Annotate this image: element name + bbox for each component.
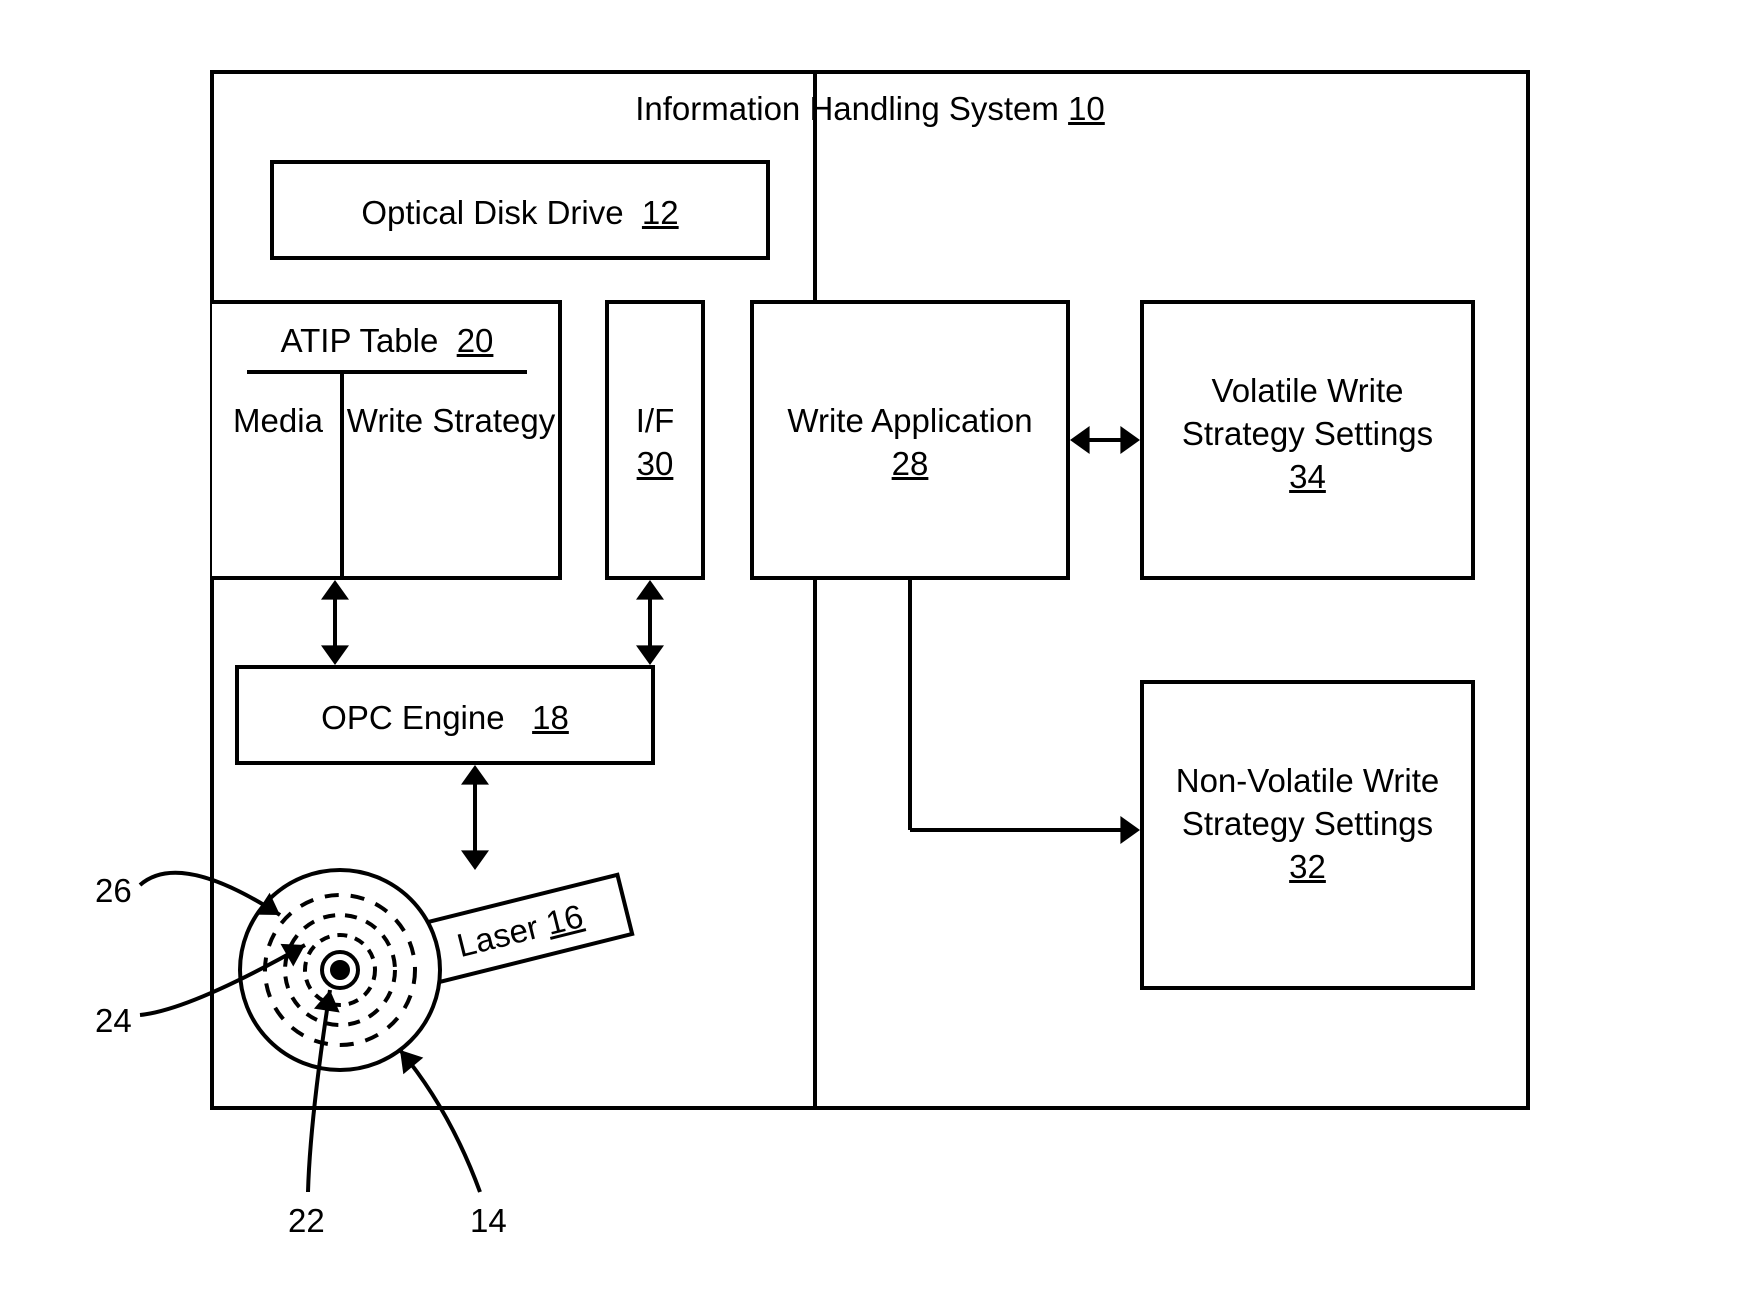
atip-col1: Media bbox=[216, 400, 340, 443]
callout-24: 24 bbox=[95, 1000, 132, 1043]
if-label: I/F30 bbox=[605, 400, 705, 486]
atip-title: ATIP Table 20 bbox=[222, 320, 552, 363]
callout-22: 22 bbox=[288, 1200, 325, 1243]
write-app-label: Write Application28 bbox=[760, 400, 1060, 486]
callout-26: 26 bbox=[95, 870, 132, 913]
atip-col2: Write Strategy bbox=[344, 400, 558, 443]
opc-label: OPC Engine 18 bbox=[235, 697, 655, 740]
callout-14: 14 bbox=[470, 1200, 507, 1243]
optical-drive-label: Optical Disk Drive 12 bbox=[270, 192, 770, 235]
nonvolatile-label: Non-Volatile Write Strategy Settings32 bbox=[1155, 760, 1460, 889]
main-title: Information Handling System 10 bbox=[210, 88, 1530, 131]
volatile-label: Volatile Write Strategy Settings34 bbox=[1155, 370, 1460, 499]
